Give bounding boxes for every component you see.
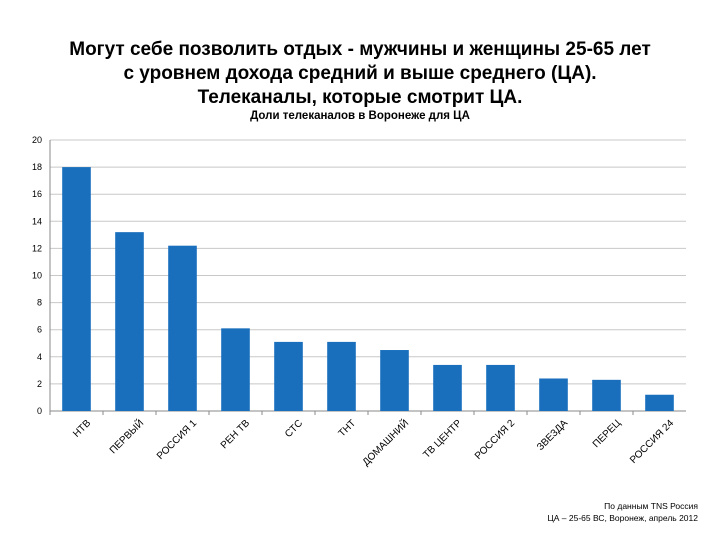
x-tick-label: ПЕРВЫЙ: [106, 416, 146, 456]
bar: [62, 167, 91, 411]
x-tick-label: НТВ: [71, 418, 93, 440]
slide-title-line-3: Телеканалы, которые смотрит ЦА.: [197, 87, 523, 108]
y-tick-label: 2: [37, 379, 42, 389]
x-tick-label: ТНТ: [337, 418, 359, 440]
chart-title: Доли телеканалов в Воронеже для ЦА: [250, 110, 470, 122]
bar: [645, 394, 674, 411]
bar: [433, 364, 462, 411]
x-tick-label: ТВ ЦЕНТР: [421, 418, 464, 461]
x-axis-ticks: НТВ ПЕРВЫЙ РОССИЯ 1 РЕН ТВ СТС ТНТ ДОМАШНИЙ ТВ …: [49, 411, 676, 468]
y-tick-label: 8: [37, 298, 42, 308]
source-footnote: По данным TNS Россия ЦА – 25-65 ВС, Воро…: [547, 500, 698, 524]
x-tick-label: РОССИЯ 2: [473, 418, 517, 462]
x-tick-label: РОССИЯ 1: [155, 418, 199, 462]
x-tick-label: РОССИЯ 24: [628, 418, 676, 466]
x-tick-label: РЕН ТВ: [219, 418, 253, 452]
y-tick-label: 16: [32, 189, 42, 199]
y-tick-label: 10: [32, 271, 42, 281]
bar: [380, 350, 409, 411]
y-tick-label: 12: [32, 243, 42, 253]
footnote-line-2: ЦА – 25-65 ВС, Воронеж, апрель 2012: [547, 513, 698, 523]
y-tick-label: 20: [32, 135, 42, 145]
x-tick-label: ЗВЕЗДА: [535, 418, 570, 453]
bar: [168, 245, 197, 411]
x-tick-label: ДОМАШНИЙ: [359, 416, 411, 468]
x-tick-label: ПЕРЕЦ: [591, 417, 624, 450]
bar: [486, 364, 515, 411]
slide-title-line-1: Могут себе позволить отдых - мужчины и ж…: [69, 39, 651, 60]
slide-title-line-2: с уровнем дохода средний и выше среднего…: [123, 63, 597, 84]
y-tick-label: 18: [32, 162, 42, 172]
bar: [539, 378, 568, 411]
bar: [115, 232, 144, 411]
y-tick-label: 0: [37, 406, 42, 416]
bar: [327, 341, 356, 411]
footnote-line-1: По данным TNS Россия: [604, 501, 698, 511]
y-tick-label: 14: [32, 216, 42, 226]
bar: [221, 328, 250, 411]
y-axis-ticks: 0 2 4 6 8 10 12 14 16 18 20: [32, 135, 42, 416]
bar: [274, 341, 303, 411]
bar: [592, 379, 621, 411]
y-tick-label: 4: [37, 352, 42, 362]
bars: [62, 167, 674, 411]
y-tick-label: 6: [37, 325, 42, 335]
gridlines: [49, 139, 686, 412]
x-tick-label: СТС: [283, 418, 305, 440]
slide-title: Могут себе позволить отдых - мужчины и ж…: [0, 38, 720, 110]
